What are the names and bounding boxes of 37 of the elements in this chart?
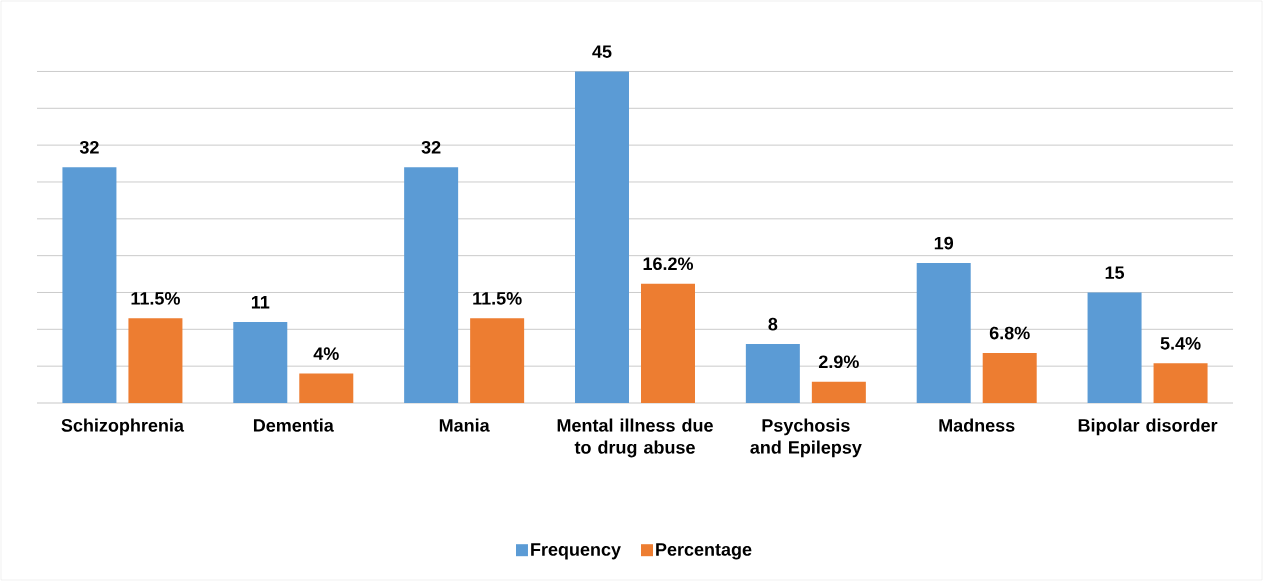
data-label: 16.2% [643,257,694,271]
bar [640,283,695,403]
data-label: 11 [251,296,270,309]
bar [982,352,1037,403]
data-label: 19 [934,236,954,250]
x-tick-label: Madness [939,418,1015,432]
bar [404,167,459,403]
data-label: 15 [1105,266,1125,279]
bar [916,263,971,403]
data-label: 8 [768,317,778,331]
legend-label: Frequency [531,543,621,560]
data-label: 4% [313,347,339,361]
data-label: 5.4% [1160,336,1201,350]
x-tick-label: Dementia [253,418,334,432]
bar [299,373,354,403]
x-tick-label: Mental illness due to drug abuse [557,418,713,458]
bar [811,381,866,403]
data-label: 32 [79,140,99,154]
x-tick-label: Schizophrenia [61,418,185,436]
bar [233,321,288,403]
legend-label: Percentage [656,543,752,560]
data-label: 2.9% [818,355,859,369]
data-label: 11.5% [131,292,180,305]
data-label: 6.8% [989,326,1030,340]
bar [1153,363,1208,403]
x-tick-label: Mania [439,418,490,432]
data-label: 11.5% [473,292,522,305]
bar [1087,292,1142,403]
data-label: 45 [592,45,612,58]
bar [62,167,117,403]
bar [745,344,800,403]
data-label: 32 [421,140,441,154]
bar [574,71,629,403]
bar [128,318,183,403]
bar [470,318,525,403]
x-tick-label: Psychosis and Epilepsy [750,418,862,458]
x-tick-label: Bipolar disorder [1078,418,1218,436]
